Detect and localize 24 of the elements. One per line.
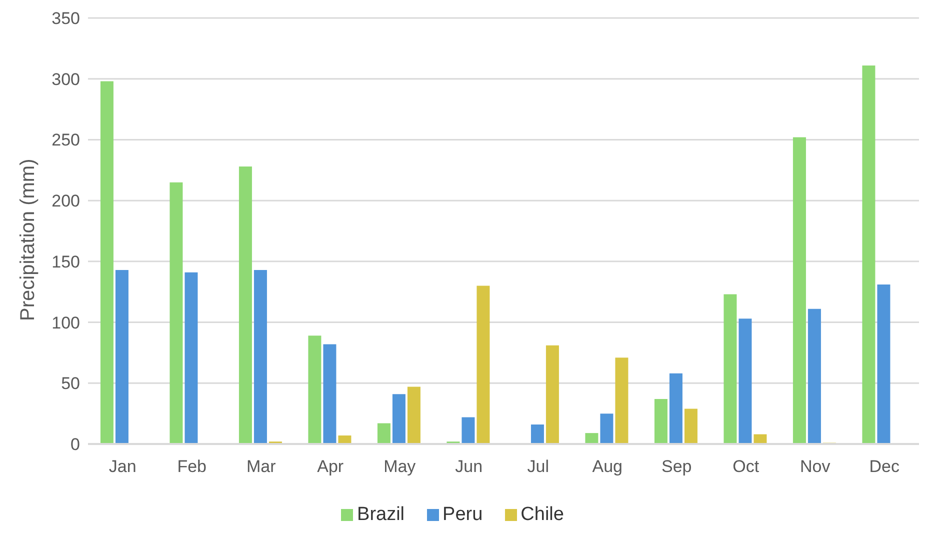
x-tick-label: Jun	[455, 457, 483, 476]
x-tick-label: Sep	[662, 457, 692, 476]
y-tick-label: 100	[52, 313, 80, 332]
y-tick-label: 200	[52, 192, 80, 211]
y-tick-label: 300	[52, 70, 80, 89]
y-tick-label: 50	[61, 374, 80, 394]
y-tick-label: 0	[70, 435, 80, 454]
x-tick-label: Jul	[527, 457, 549, 476]
y-tick-label: 350	[52, 9, 80, 28]
x-tick-label: May	[384, 457, 416, 476]
x-tick-label: Apr	[317, 457, 344, 476]
x-tick-label: Feb	[177, 457, 207, 476]
x-tick-label: Oct	[732, 457, 760, 476]
y-tick-label: 150	[52, 252, 80, 272]
y-tick-label: 250	[52, 130, 80, 150]
legend-label: Peru	[442, 504, 483, 525]
x-tick-label: Mar	[246, 457, 276, 476]
x-tick-label: Nov	[800, 457, 831, 476]
y-axis-title: Precipitation (mm)	[17, 158, 40, 321]
legend-label: Chile	[520, 504, 564, 525]
legend-label: Brazil	[357, 504, 405, 525]
x-tick-label: Dec	[869, 457, 900, 476]
x-tick-label: Aug	[592, 457, 622, 476]
x-tick-label: Jan	[108, 457, 136, 476]
